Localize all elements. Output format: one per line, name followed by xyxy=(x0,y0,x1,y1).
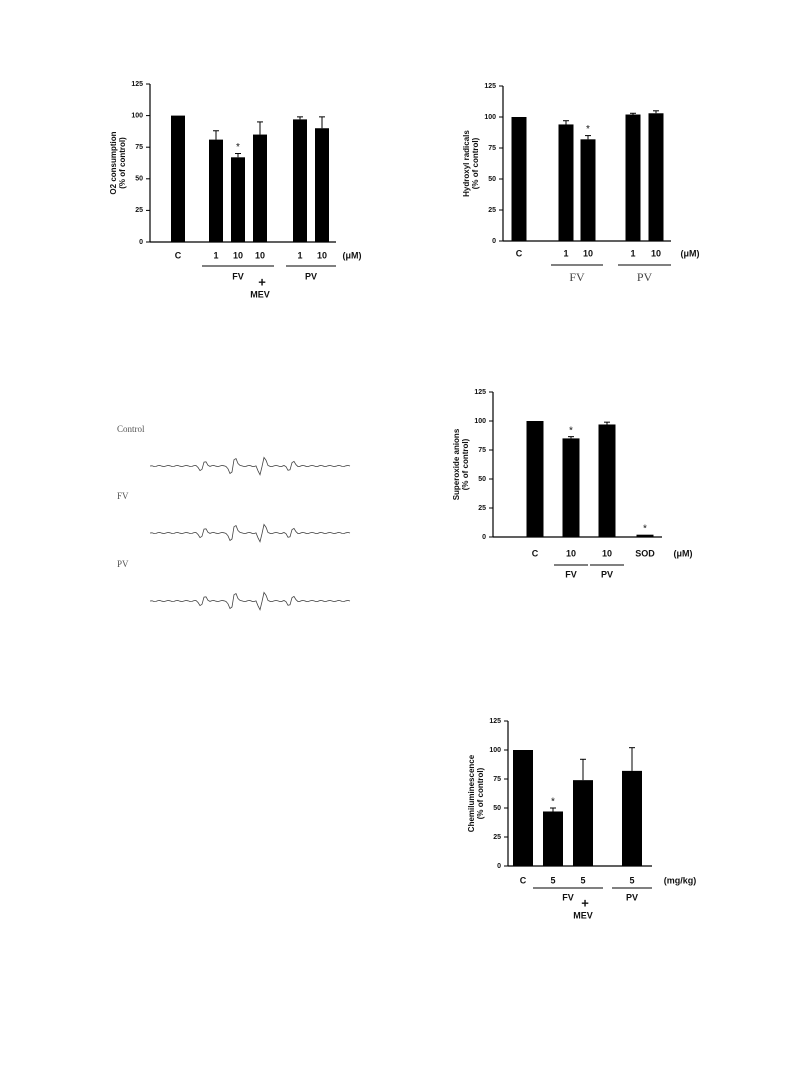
x-tick-label: 10 xyxy=(233,250,243,260)
bar xyxy=(526,421,544,537)
y-tick-label: 0 xyxy=(482,534,486,541)
significance-mark: * xyxy=(586,124,590,135)
y-tick-label: 75 xyxy=(135,144,143,151)
y-tick-label: 25 xyxy=(478,505,486,512)
bar xyxy=(513,750,533,866)
y-tick-label: 75 xyxy=(493,776,501,783)
unit-label: (μM) xyxy=(343,250,362,260)
y-tick-label: 100 xyxy=(489,747,501,754)
x-tick-label: 5 xyxy=(629,875,634,885)
bar xyxy=(209,139,223,242)
y-tick-label: 125 xyxy=(474,389,486,396)
x-tick-label: 1 xyxy=(563,248,568,258)
group-label: PV xyxy=(305,271,317,281)
y-axis-label-sub: (% of control) xyxy=(461,438,470,490)
y-tick-label: 25 xyxy=(135,207,143,214)
x-tick-label: 10 xyxy=(583,248,593,258)
y-axis-label-sub: (% of control) xyxy=(476,767,485,819)
y-axis-label: O2 consumption xyxy=(109,131,118,194)
x-tick-label: 10 xyxy=(651,248,661,258)
x-tick-label: 1 xyxy=(213,250,218,260)
y-tick-label: 50 xyxy=(493,805,501,812)
trace-label: Control xyxy=(117,424,145,434)
y-tick-label: 100 xyxy=(474,418,486,425)
bar xyxy=(253,134,267,242)
unit-label: (μM) xyxy=(681,248,700,258)
group-label: FV xyxy=(569,270,585,284)
x-tick-label: C xyxy=(516,248,523,258)
x-tick-label: SOD xyxy=(635,548,655,558)
y-tick-label: 75 xyxy=(488,145,496,152)
bar xyxy=(580,139,596,241)
x-tick-label: C xyxy=(175,250,182,260)
y-axis-label: Chemiluminescence xyxy=(467,754,476,832)
combination-label: MEV xyxy=(573,910,593,920)
y-tick-label: 75 xyxy=(478,447,486,454)
y-tick-label: 100 xyxy=(484,114,496,121)
x-tick-label: 10 xyxy=(317,250,327,260)
y-axis-label-sub: (% of control) xyxy=(471,137,480,189)
combination-label: MEV xyxy=(250,289,270,299)
y-tick-label: 50 xyxy=(488,176,496,183)
significance-mark: * xyxy=(236,142,240,153)
y-tick-label: 0 xyxy=(497,863,501,870)
bar xyxy=(293,119,307,242)
group-label: FV xyxy=(565,569,577,579)
x-tick-label: 1 xyxy=(630,248,635,258)
trace-label: PV xyxy=(117,559,129,569)
significance-mark: * xyxy=(643,523,647,534)
unit-label: (μM) xyxy=(674,548,693,558)
bar xyxy=(315,128,329,242)
y-tick-label: 25 xyxy=(493,834,501,841)
group-label: PV xyxy=(637,270,653,284)
bar xyxy=(573,780,593,866)
x-tick-label: C xyxy=(520,875,527,885)
bar xyxy=(171,115,185,242)
bar xyxy=(636,534,654,537)
y-tick-label: 125 xyxy=(484,83,496,90)
esr-trace xyxy=(149,456,351,476)
y-tick-label: 50 xyxy=(135,176,143,183)
x-tick-label: 5 xyxy=(580,875,585,885)
x-tick-label: 1 xyxy=(297,250,302,260)
group-label: PV xyxy=(626,892,638,902)
esr-trace xyxy=(149,591,351,611)
combination-symbol: + xyxy=(258,274,266,289)
significance-mark: * xyxy=(551,797,555,808)
bar xyxy=(648,113,664,241)
y-axis-label-sub: (% of control) xyxy=(118,137,127,189)
y-tick-label: 100 xyxy=(131,112,143,119)
trace-label: FV xyxy=(117,491,129,501)
bar xyxy=(231,157,245,242)
bar xyxy=(562,438,580,537)
y-axis-label: Hydroxyl radicals xyxy=(462,130,471,197)
group-label: PV xyxy=(601,569,613,579)
y-tick-label: 50 xyxy=(478,476,486,483)
bar xyxy=(622,770,642,866)
combination-symbol: + xyxy=(581,895,589,910)
esr-trace xyxy=(149,523,351,543)
bar xyxy=(625,114,641,241)
y-tick-label: 25 xyxy=(488,207,496,214)
y-tick-label: 0 xyxy=(492,238,496,245)
unit-label: (mg/kg) xyxy=(664,875,697,885)
x-tick-label: 10 xyxy=(566,548,576,558)
bar xyxy=(543,811,563,866)
y-axis-label: Superoxide anions xyxy=(452,428,461,500)
x-tick-label: 10 xyxy=(602,548,612,558)
y-tick-label: 0 xyxy=(139,239,143,246)
group-label: FV xyxy=(232,271,244,281)
bar xyxy=(598,424,616,537)
x-tick-label: 5 xyxy=(550,875,555,885)
bar xyxy=(511,117,527,241)
bar xyxy=(558,124,574,241)
y-tick-label: 125 xyxy=(131,81,143,88)
x-tick-label: 10 xyxy=(255,250,265,260)
significance-mark: * xyxy=(569,425,573,436)
y-tick-label: 125 xyxy=(489,718,501,725)
group-label: FV xyxy=(562,892,574,902)
x-tick-label: C xyxy=(532,548,539,558)
